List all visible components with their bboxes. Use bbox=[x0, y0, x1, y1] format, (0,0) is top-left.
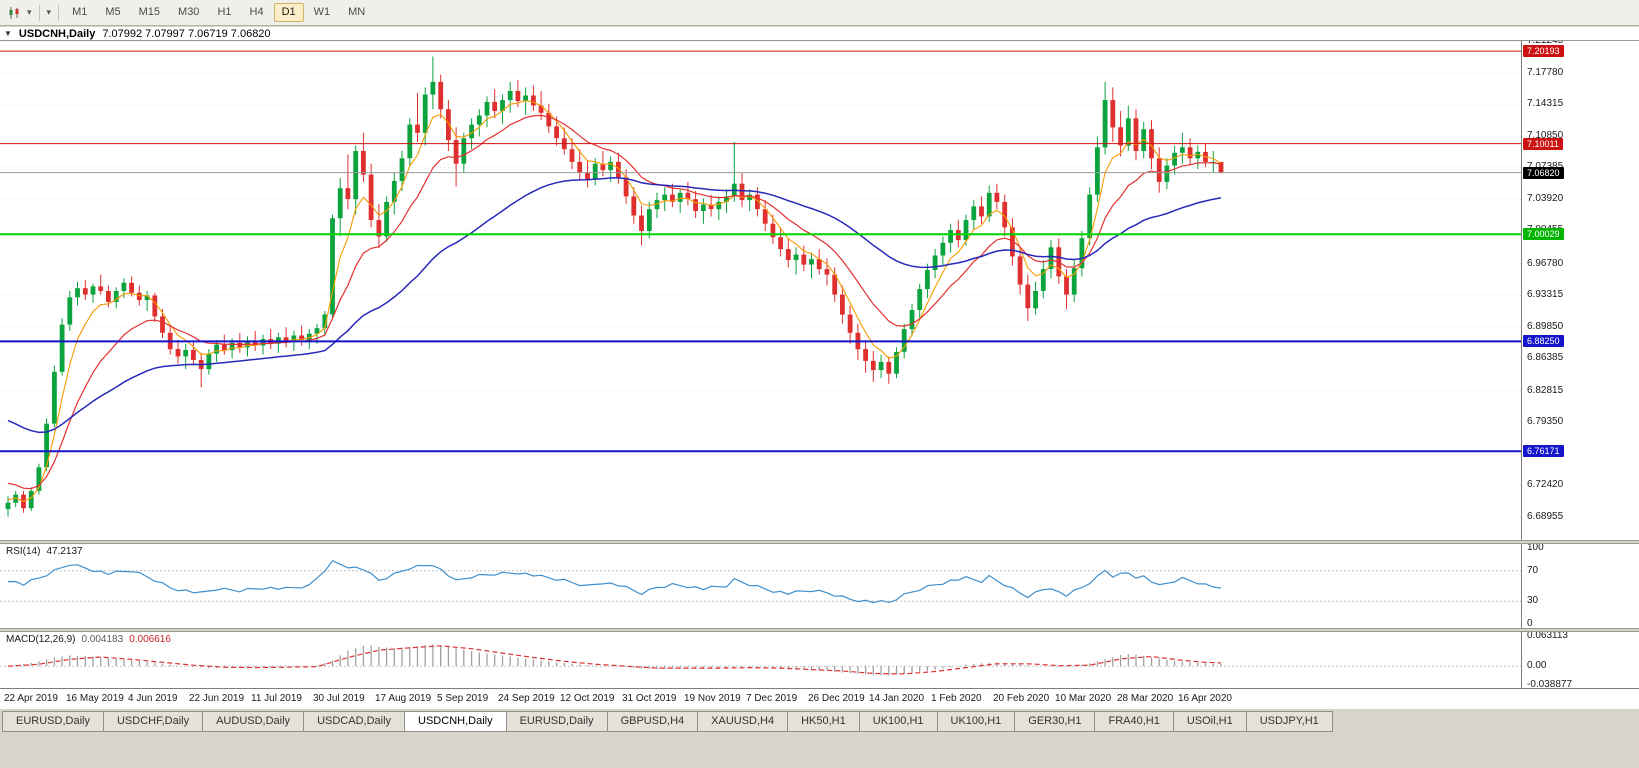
indicators-caret-icon[interactable]: ▾ bbox=[46, 7, 52, 17]
date-label: 22 Jun 2019 bbox=[189, 693, 245, 704]
pane-splitter[interactable] bbox=[0, 628, 1639, 632]
chart-type-icon[interactable] bbox=[4, 4, 24, 22]
date-label: 26 Dec 2019 bbox=[808, 693, 865, 704]
date-label: 11 Jul 2019 bbox=[251, 693, 302, 704]
chart-tab-ger30-h1[interactable]: GER30,H1 bbox=[1014, 711, 1096, 732]
macd-axis-label: 0.063113 bbox=[1527, 629, 1568, 641]
chart-tab-uk100-h1[interactable]: UK100,H1 bbox=[858, 711, 938, 732]
hline-price-badge: 6.88250 bbox=[1523, 335, 1564, 348]
dropdown-caret-icon[interactable]: ▾ bbox=[27, 7, 32, 17]
pane-splitter[interactable] bbox=[0, 540, 1639, 544]
chart-tab-fra40-h1[interactable]: FRA40,H1 bbox=[1094, 711, 1174, 732]
timeframe-button-m30[interactable]: M30 bbox=[178, 6, 200, 18]
collapse-pane-icon[interactable]: ▼ bbox=[4, 29, 12, 38]
macd-pane[interactable] bbox=[0, 632, 1521, 688]
price-axis-label: 7.14315 bbox=[1527, 98, 1564, 110]
date-label: 16 Apr 2020 bbox=[1178, 693, 1232, 704]
chart-tab-usoil-h1[interactable]: USOil,H1 bbox=[1172, 711, 1247, 732]
date-label: 16 May 2019 bbox=[66, 693, 124, 704]
chart-tab-usdcad-daily[interactable]: USDCAD,Daily bbox=[303, 711, 406, 732]
rsi-axis-label: 100 bbox=[1527, 542, 1544, 553]
rsi-axis-label: 30 bbox=[1527, 595, 1539, 607]
timeframe-button-m15[interactable]: M15 bbox=[138, 6, 161, 18]
date-label: 1 Feb 2020 bbox=[931, 693, 982, 704]
date-label: 4 Jun 2019 bbox=[128, 693, 178, 704]
price-axis-label: 6.82815 bbox=[1527, 384, 1564, 396]
date-axis[interactable]: 22 Apr 2019 16 May 2019 4 Jun 2019 22 Jun 2… bbox=[0, 688, 1639, 709]
macd-axis-label: 0.00 bbox=[1527, 660, 1547, 672]
hline-price-badge: 7.00029 bbox=[1523, 228, 1564, 241]
date-label: 28 Mar 2020 bbox=[1117, 693, 1174, 704]
timeframe-button-d1[interactable]: D1 bbox=[273, 3, 304, 22]
timeframe-button-h1[interactable]: H1 bbox=[217, 6, 232, 18]
timeframe-button-m1[interactable]: M1 bbox=[72, 6, 88, 18]
toolbar-separator bbox=[38, 4, 40, 21]
date-label: 10 Mar 2020 bbox=[1055, 693, 1112, 704]
date-label: 7 Dec 2019 bbox=[746, 693, 798, 704]
chart-tab-xauusd-h4[interactable]: XAUUSD,H4 bbox=[697, 711, 789, 732]
chart-tab-eurusd-daily[interactable]: EURUSD,Daily bbox=[2, 711, 104, 732]
date-label: 24 Sep 2019 bbox=[498, 693, 555, 704]
price-axis-label: 7.17780 bbox=[1527, 66, 1564, 78]
timeframe-button-m5[interactable]: M5 bbox=[105, 6, 121, 18]
chart-tab-bar: EURUSD,Daily USDCHF,Daily AUDUSD,Daily USDC… bbox=[0, 708, 1639, 734]
timeframe-button-w1[interactable]: W1 bbox=[313, 6, 331, 18]
date-label: 14 Jan 2020 bbox=[869, 693, 925, 704]
current-price-badge: 7.06820 bbox=[1523, 166, 1564, 179]
price-axis-label: 7.03920 bbox=[1527, 192, 1564, 204]
price-axis-label: 7.10850 bbox=[1527, 129, 1564, 141]
toolbar-separator bbox=[58, 4, 60, 21]
date-label: 5 Sep 2019 bbox=[437, 693, 489, 704]
chart-header: ▼ USDCNH,Daily 7.07992 7.07997 7.06719 7… bbox=[0, 27, 1639, 41]
price-axis-label: 6.79350 bbox=[1527, 416, 1564, 428]
price-axis-label: 6.86385 bbox=[1527, 352, 1564, 364]
macd-label: MACD(12,26,9) 0.004183 0.006616 bbox=[6, 634, 171, 645]
price-axis-label: 6.89850 bbox=[1527, 320, 1564, 332]
price-axis[interactable]: 7.212457.177807.143157.108507.073857.039… bbox=[1521, 27, 1639, 691]
hline-price-badge: 7.10011 bbox=[1523, 137, 1563, 150]
date-label: 19 Nov 2019 bbox=[684, 693, 741, 704]
timeframe-buttons: M1 M5 M15 M30 H1 H4 D1 W1 MN bbox=[63, 3, 374, 22]
top-toolbar: ▾ ▾ M1 M5 M15 M30 H1 H4 D1 W1 MN bbox=[0, 0, 1639, 26]
chart-tab-hk50-h1[interactable]: HK50,H1 bbox=[787, 711, 860, 732]
price-chart[interactable] bbox=[0, 41, 1521, 540]
price-axis-label: 6.96780 bbox=[1527, 257, 1564, 269]
chart-symbol-label: USDCNH,Daily bbox=[18, 28, 96, 40]
chart-tab-audusd-daily[interactable]: AUDUSD,Daily bbox=[202, 711, 305, 732]
macd-axis-label: -0.038877 bbox=[1527, 679, 1573, 691]
date-label: 12 Oct 2019 bbox=[560, 693, 615, 704]
hline-price-badge: 6.76171 bbox=[1523, 445, 1564, 458]
rsi-pane[interactable] bbox=[0, 544, 1521, 628]
timeframe-button-mn[interactable]: MN bbox=[348, 6, 366, 18]
chart-tab-usdcnh-daily[interactable]: USDCNH,Daily bbox=[404, 711, 507, 732]
rsi-axis-label: 0 bbox=[1527, 618, 1533, 629]
chart-tab-usdchf-daily[interactable]: USDCHF,Daily bbox=[102, 711, 204, 732]
chart-tab-gbpusd-h4[interactable]: GBPUSD,H4 bbox=[606, 711, 699, 732]
price-axis-label: 6.68955 bbox=[1527, 510, 1564, 522]
chart-tab-eurusd-daily[interactable]: EURUSD,Daily bbox=[505, 711, 608, 732]
chart-ohlc-values: 7.07992 7.07997 7.06719 7.06820 bbox=[102, 28, 271, 40]
chart-tab-usdjpy-h1[interactable]: USDJPY,H1 bbox=[1245, 711, 1333, 732]
rsi-label: RSI(14) 47.2137 bbox=[6, 546, 83, 557]
date-label: 22 Apr 2019 bbox=[4, 693, 58, 704]
hline-price-badge: 7.20193 bbox=[1523, 45, 1564, 58]
chart-tab-uk100-h1[interactable]: UK100,H1 bbox=[936, 711, 1016, 732]
price-axis-label: 6.93315 bbox=[1527, 289, 1564, 301]
candlestick-chart-icon bbox=[9, 6, 19, 19]
price-axis-label: 6.72420 bbox=[1527, 479, 1564, 491]
date-label: 30 Jul 2019 bbox=[313, 693, 365, 704]
date-label: 17 Aug 2019 bbox=[375, 693, 432, 704]
date-label: 20 Feb 2020 bbox=[993, 693, 1050, 704]
rsi-axis-label: 70 bbox=[1527, 564, 1539, 576]
date-label: 31 Oct 2019 bbox=[622, 693, 677, 704]
timeframe-button-h4[interactable]: H4 bbox=[249, 6, 264, 18]
